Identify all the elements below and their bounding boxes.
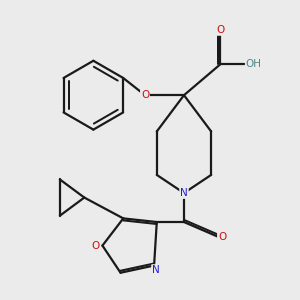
Text: N: N <box>180 188 188 198</box>
Text: O: O <box>91 241 99 250</box>
Text: N: N <box>152 265 160 275</box>
Text: O: O <box>216 25 224 35</box>
Text: OH: OH <box>246 59 262 69</box>
Text: O: O <box>218 232 226 242</box>
Text: O: O <box>141 90 149 100</box>
